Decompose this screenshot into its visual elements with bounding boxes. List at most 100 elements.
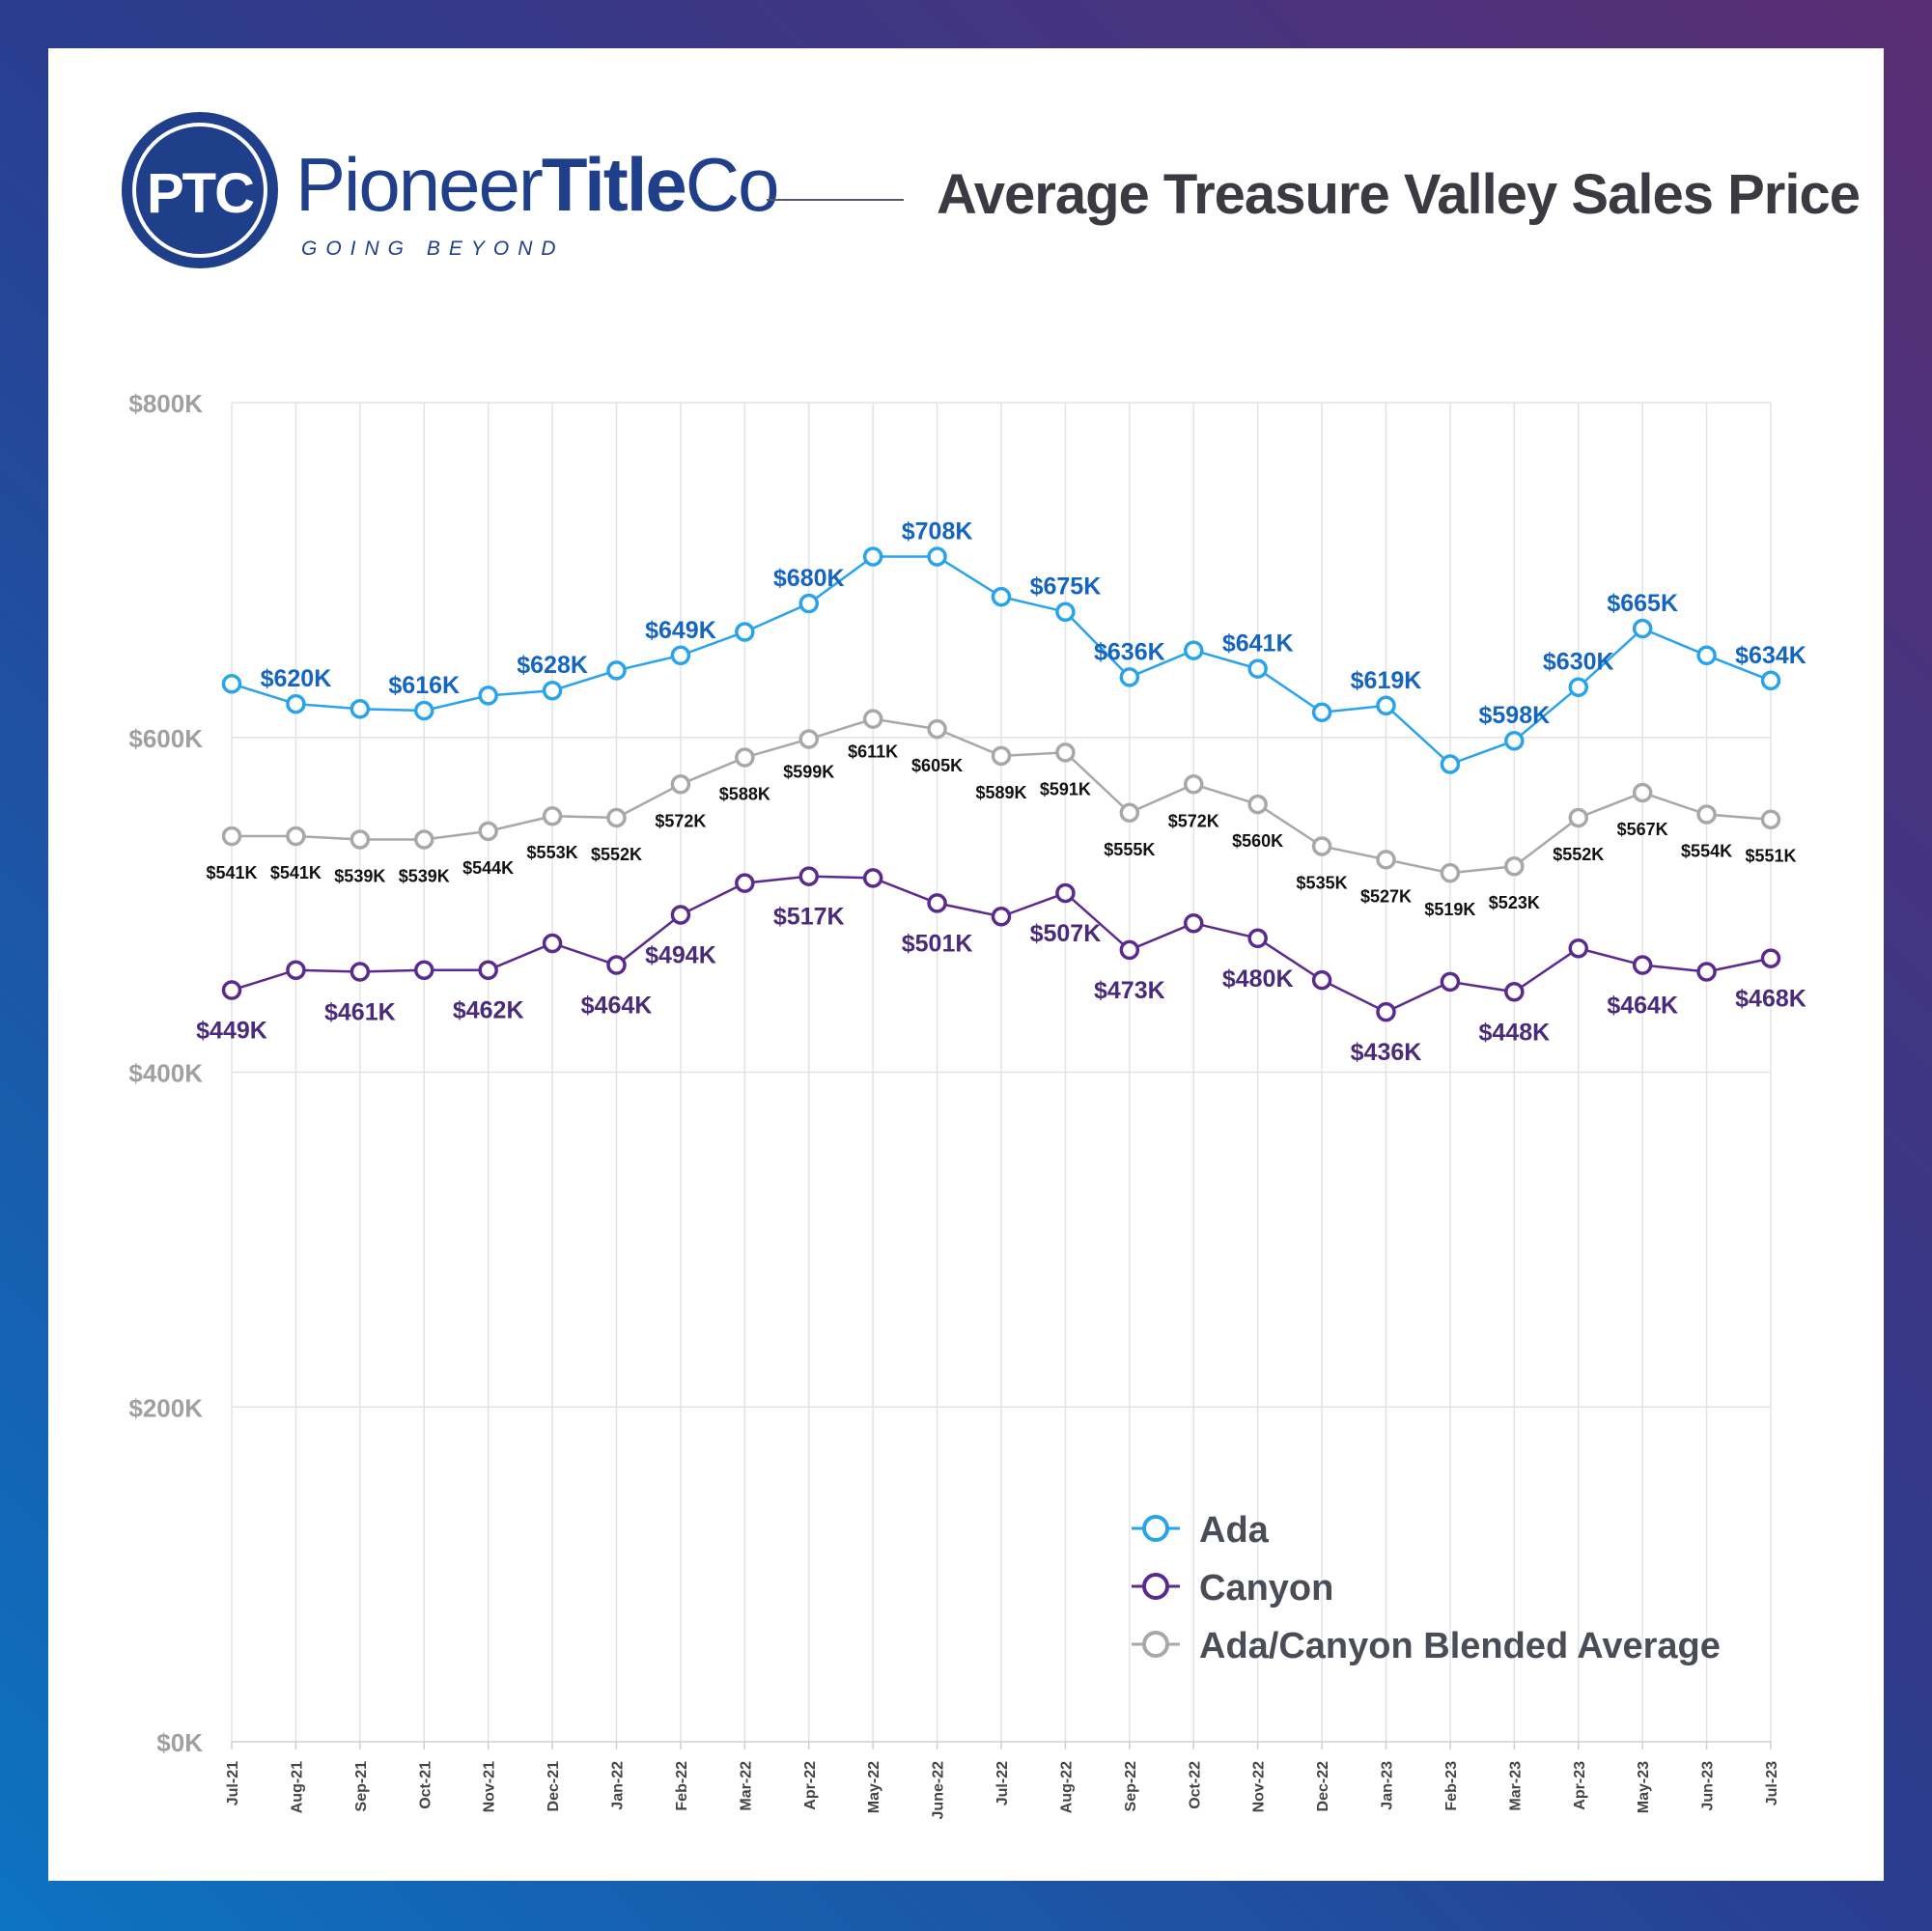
data-point-canyon — [1184, 912, 1204, 934]
x-tick-label: Jul-22 — [994, 1761, 1011, 1805]
data-point-blended — [991, 745, 1012, 767]
data-point-ada — [1311, 702, 1332, 722]
data-point-canyon — [286, 960, 306, 980]
data-point-canyon — [221, 980, 242, 1000]
data-point-ada — [1440, 754, 1461, 774]
data-point-canyon — [1440, 971, 1461, 993]
x-tick-label: Apr-22 — [802, 1761, 819, 1810]
data-point-blended — [862, 709, 883, 729]
x-tick-label: Jul-21 — [225, 1761, 241, 1805]
data-point-canyon — [1247, 928, 1268, 949]
data-point-blended — [1568, 807, 1588, 828]
y-tick-label: $600K — [128, 724, 203, 753]
data-label-ada: $665K — [1607, 590, 1678, 617]
data-point-blended — [1440, 862, 1461, 883]
brand-wordmark: PioneerTitleCo — [295, 147, 780, 222]
legend-label-blended: Ada/Canyon Blended Average — [1199, 1626, 1721, 1666]
data-point-blended — [798, 729, 819, 749]
data-label-canyon: $462K — [453, 997, 524, 1024]
data-point-canyon — [1760, 948, 1781, 968]
legend-label-ada: Ada — [1199, 1510, 1270, 1551]
data-point-ada — [798, 593, 819, 614]
brand-name-light: Pioneer — [295, 142, 544, 227]
data-label-canyon: $464K — [581, 993, 653, 1020]
x-tick-label: Sep-21 — [353, 1761, 370, 1812]
data-label-blended: $605K — [911, 756, 963, 775]
data-label-ada: $598K — [1478, 702, 1550, 729]
data-label-canyon: $473K — [1094, 977, 1165, 1004]
data-label-blended: $611K — [848, 742, 898, 762]
data-point-blended — [606, 807, 627, 828]
series-blended: $541K $541K $539K $539K $544K $553K $552K $572K… — [206, 709, 1797, 919]
gridlines — [231, 402, 1772, 1749]
data-point-ada — [478, 686, 498, 706]
data-point-blended — [1504, 855, 1525, 877]
brand-name-bold: Title — [541, 142, 687, 227]
data-label-blended: $541K — [270, 863, 322, 882]
data-point-blended — [1311, 836, 1332, 856]
data-label-ada: $680K — [773, 565, 845, 592]
data-label-canyon: $464K — [1607, 993, 1678, 1020]
data-label-blended: $589K — [975, 783, 1026, 802]
data-label-blended: $552K — [1553, 845, 1604, 864]
data-label-canyon: $449K — [196, 1018, 267, 1045]
x-tick-label: May-22 — [866, 1761, 882, 1813]
chart-title: Average Treasure Valley Sales Price — [937, 163, 1861, 226]
y-tick-label: $200K — [128, 1393, 203, 1422]
x-tick-label: Jul-23 — [1764, 1761, 1780, 1805]
data-point-canyon — [670, 905, 691, 925]
y-tick-label: $800K — [128, 389, 203, 418]
data-point-blended — [1247, 794, 1268, 815]
data-point-canyon — [1696, 962, 1717, 982]
data-point-blended — [735, 747, 755, 768]
data-point-canyon — [1055, 882, 1076, 904]
data-label-blended: $539K — [399, 867, 450, 886]
x-tick-label: Dec-22 — [1315, 1761, 1331, 1812]
x-tick-label: Aug-21 — [289, 1761, 305, 1813]
data-point-blended — [350, 829, 371, 850]
data-label-blended: $567K — [1617, 820, 1668, 839]
legend-marker-ada — [1142, 1515, 1169, 1542]
data-label-blended: $541K — [206, 863, 257, 882]
brand-name-end: Co — [685, 142, 780, 227]
data-point-ada — [927, 546, 947, 567]
data-point-ada — [1568, 677, 1588, 697]
data-point-ada — [286, 693, 306, 714]
legend: Ada Canyon Ada/Canyon Blended Average — [1132, 1510, 1721, 1666]
ptc-logo-icon: PTC — [122, 112, 278, 268]
x-tick-label: Nov-22 — [1251, 1761, 1268, 1812]
y-tick-label: $0K — [156, 1728, 203, 1757]
data-label-canyon: $448K — [1478, 1019, 1550, 1046]
data-point-blended — [1184, 774, 1204, 795]
data-point-ada — [1184, 640, 1204, 660]
data-point-canyon — [542, 933, 563, 954]
x-tick-label: Mar-23 — [1507, 1761, 1524, 1811]
data-point-blended — [542, 805, 563, 826]
data-point-canyon — [350, 962, 371, 982]
data-point-blended — [1760, 809, 1781, 829]
data-point-blended — [1119, 802, 1140, 824]
x-tick-label: Oct-21 — [417, 1761, 434, 1809]
data-point-ada — [670, 645, 691, 666]
data-point-ada — [735, 622, 755, 642]
x-tick-label: Nov-21 — [482, 1761, 498, 1812]
data-point-blended — [1696, 804, 1717, 825]
x-tick-label: Sep-22 — [1123, 1761, 1139, 1812]
data-point-canyon — [862, 868, 883, 888]
data-point-canyon — [1119, 939, 1140, 961]
data-point-canyon — [478, 960, 498, 980]
data-point-ada — [221, 674, 242, 694]
x-tick-label: May-23 — [1636, 1761, 1652, 1813]
data-label-blended: $523K — [1489, 893, 1540, 912]
data-label-blended: $552K — [591, 845, 642, 864]
x-tick-label: Jun-23 — [1700, 1761, 1717, 1811]
data-point-ada — [1696, 645, 1717, 666]
data-point-canyon — [927, 893, 947, 913]
x-tick-label: Mar-22 — [738, 1761, 754, 1811]
series-canyon: $449K $461K $462K $464K $494K $517K $501K $507K… — [196, 866, 1806, 1066]
data-point-blended — [1376, 850, 1396, 870]
data-point-canyon — [1632, 955, 1653, 975]
x-tick-label: June-22 — [931, 1761, 947, 1820]
data-point-blended — [478, 821, 498, 842]
x-tick-label: Oct-22 — [1187, 1761, 1203, 1809]
